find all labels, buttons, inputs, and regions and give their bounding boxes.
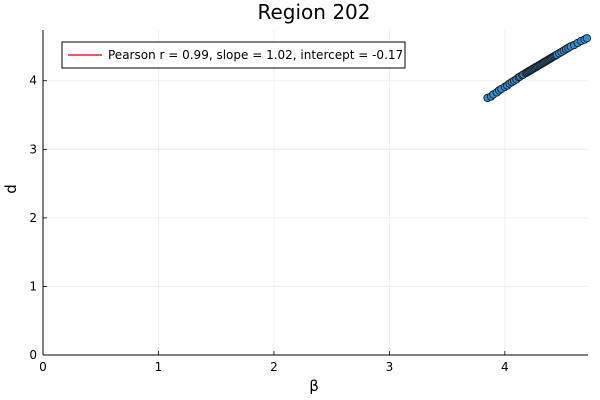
chart-title: Region 202 (258, 0, 371, 24)
tick-labels: 0 1 2 3 4 0 1 2 3 4 (29, 74, 508, 374)
y-tick-label: 2 (29, 211, 37, 225)
scatter-point (582, 34, 591, 43)
grid-layer (42, 30, 588, 356)
points-layer (483, 34, 591, 103)
y-tick-label: 0 (29, 348, 37, 362)
legend-box (61, 41, 406, 69)
axes (42, 30, 588, 356)
x-tick-label: 2 (270, 360, 278, 374)
y-tick-label: 3 (29, 142, 37, 156)
x-tick-label: 1 (155, 360, 163, 374)
legend-label: Pearson r = 0.99, slope = 1.02, intercep… (108, 48, 403, 62)
legend: Pearson r = 0.99, slope = 1.02, intercep… (61, 41, 406, 69)
x-tick-label: 0 (39, 360, 47, 374)
x-tick-label: 4 (501, 360, 509, 374)
y-tick-label: 1 (29, 279, 37, 293)
y-axis-label: d (2, 184, 20, 194)
x-tick-label: 3 (386, 360, 394, 374)
x-axis-label: β (309, 377, 319, 395)
y-tick-label: 4 (29, 74, 37, 88)
